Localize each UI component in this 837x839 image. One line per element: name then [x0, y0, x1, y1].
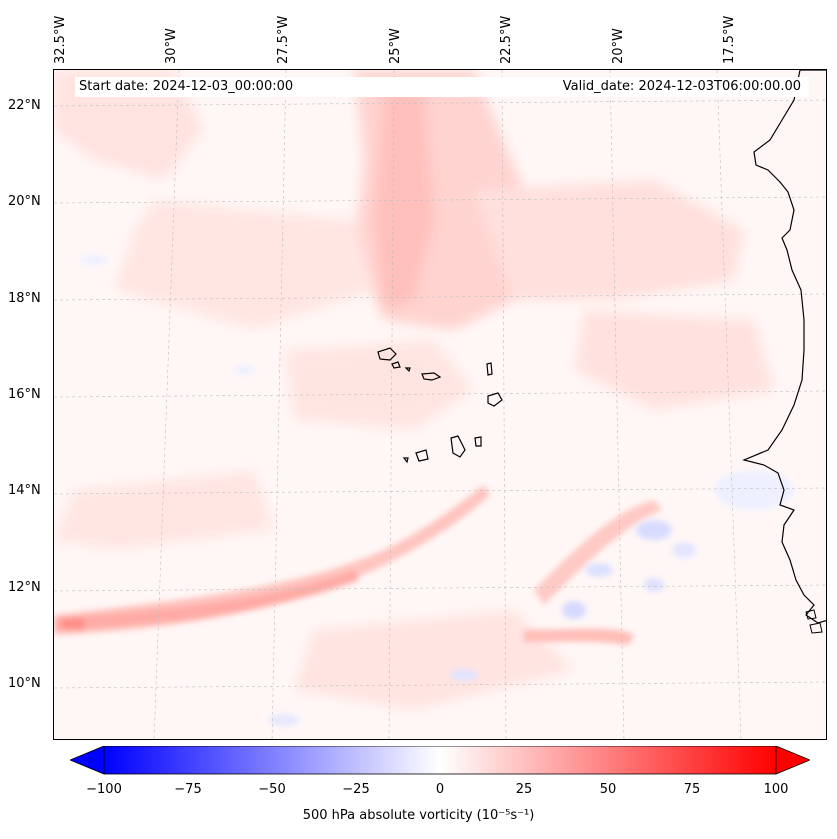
colorbar-extend-max — [775, 745, 812, 775]
lon-label: 17.5°W — [722, 15, 737, 64]
map-panel — [53, 69, 827, 740]
colorbar-tick-label: 75 — [683, 782, 701, 797]
lon-label: 20°W — [611, 28, 626, 64]
lat-label: 10°N — [8, 676, 41, 691]
lat-label: 22°N — [8, 98, 41, 113]
colorbar — [68, 745, 812, 776]
valid-date-text: Valid_date: 2024-12-03T06:00:00.00 — [562, 79, 801, 94]
graticule — [54, 70, 826, 739]
colorbar-tick-label: −75 — [174, 782, 202, 797]
start-date-text: Start date: 2024-12-03_00:00:00 — [79, 79, 294, 94]
colorbar-gradient — [103, 745, 777, 775]
colorbar-tick-label: 100 — [763, 782, 789, 797]
lon-label: 27.5°W — [276, 15, 291, 64]
vorticity-band — [54, 485, 662, 645]
colorbar-tick-label: −25 — [342, 782, 370, 797]
vorticity-field — [54, 70, 826, 739]
africa-coastline — [742, 70, 826, 624]
lat-label: 20°N — [8, 194, 41, 209]
colorbar-label: 500 hPa absolute vorticity (10⁻⁵s⁻¹) — [302, 808, 535, 823]
bissagos-islands — [805, 609, 823, 634]
lat-label: 12°N — [8, 580, 41, 595]
lon-label: 32.5°W — [53, 15, 68, 64]
lat-label: 18°N — [8, 291, 41, 306]
colorbar-tick-label: 25 — [515, 782, 533, 797]
island-coastlines — [377, 347, 503, 464]
lon-label: 22.5°W — [499, 15, 514, 64]
lon-label: 25°W — [388, 28, 403, 64]
colorbar-svg — [68, 745, 812, 775]
date-info-bar: Start date: 2024-12-03_00:00:00 Valid_da… — [75, 77, 809, 97]
positive-vorticity-regions — [54, 70, 774, 710]
colorbar-tick-label: −50 — [258, 782, 286, 797]
lat-label: 16°N — [8, 387, 41, 402]
colorbar-extend-min — [68, 745, 105, 775]
negative-vorticity-regions — [80, 254, 794, 726]
colorbar-tick-label: 50 — [599, 782, 617, 797]
lat-label: 14°N — [8, 483, 41, 498]
colorbar-tick-label: −100 — [86, 782, 122, 797]
colorbar-tick-label: 0 — [435, 782, 445, 797]
lon-label: 30°W — [164, 28, 179, 64]
